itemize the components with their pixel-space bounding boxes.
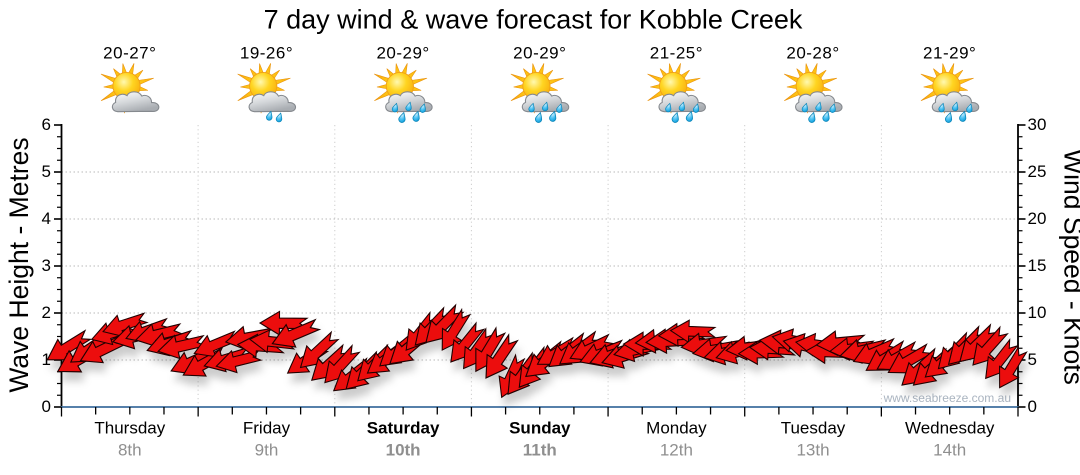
svg-text:Thursday: Thursday [94,419,165,438]
svg-text:7 day wind & wave forecast for: 7 day wind & wave forecast for Kobble Cr… [264,5,803,35]
svg-text:Wind Speed - Knots: Wind Speed - Knots [1059,149,1080,385]
svg-text:Saturday: Saturday [367,419,440,438]
svg-text:13th: 13th [796,441,829,460]
svg-text:Wednesday: Wednesday [905,419,995,438]
svg-text:25: 25 [1028,162,1047,181]
svg-text:Wave Height - Metres: Wave Height - Metres [4,137,34,392]
svg-text:20-28°: 20-28° [786,44,839,63]
svg-text:10: 10 [1028,303,1047,322]
svg-text:30: 30 [1028,115,1047,134]
svg-text:Friday: Friday [243,419,291,438]
svg-text:5: 5 [42,162,51,181]
svg-text:10th: 10th [386,441,421,460]
svg-text:20-29°: 20-29° [513,44,566,63]
svg-text:15: 15 [1028,256,1047,275]
svg-text:21-25°: 21-25° [650,44,703,63]
svg-text:1: 1 [42,350,51,369]
svg-text:11th: 11th [523,441,557,460]
svg-text:0: 0 [1028,397,1037,416]
svg-text:0: 0 [42,397,51,416]
svg-text:Monday: Monday [646,419,707,438]
svg-text:2: 2 [42,303,51,322]
svg-text:www.seabreeze.com.au: www.seabreeze.com.au [883,391,1011,405]
svg-text:Tuesday: Tuesday [781,419,846,438]
svg-text:14th: 14th [933,441,966,460]
svg-text:Sunday: Sunday [509,419,571,438]
svg-text:20-27°: 20-27° [103,44,156,63]
svg-text:21-29°: 21-29° [923,44,976,63]
svg-text:19-26°: 19-26° [240,44,293,63]
svg-text:12th: 12th [660,441,693,460]
svg-text:20-29°: 20-29° [376,44,429,63]
svg-text:5: 5 [1028,350,1037,369]
svg-text:8th: 8th [118,441,142,460]
svg-text:6: 6 [42,115,51,134]
svg-text:9th: 9th [255,441,279,460]
svg-text:4: 4 [42,209,51,228]
svg-text:3: 3 [42,256,51,275]
svg-text:20: 20 [1028,209,1047,228]
